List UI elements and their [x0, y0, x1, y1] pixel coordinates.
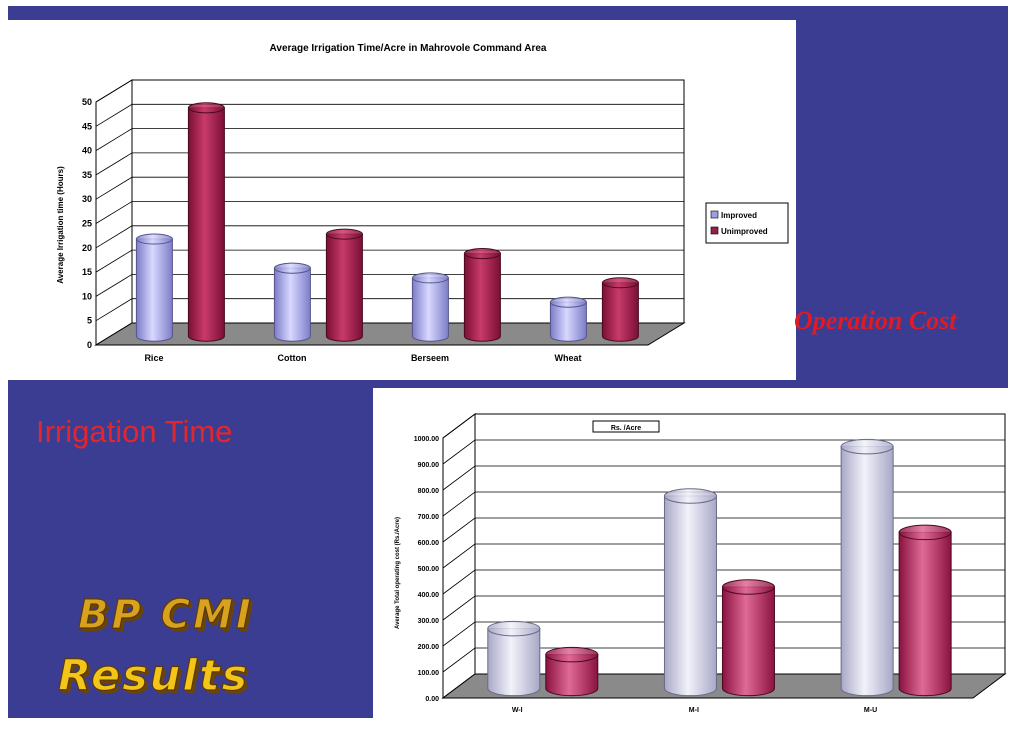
gridline	[95, 225, 684, 249]
bar	[898, 524, 952, 697]
y-tick-label: 20	[82, 243, 92, 253]
y-tick-label: 700.00	[418, 514, 440, 521]
y-tick-label: 30	[82, 194, 92, 204]
y-tick-label: 10	[82, 291, 92, 301]
gridline	[442, 647, 1005, 673]
bar	[463, 248, 501, 342]
category-label: M-U	[864, 707, 877, 714]
gridline	[442, 465, 1005, 491]
legend: Improved Unimproved	[705, 202, 789, 244]
bar	[663, 488, 717, 697]
category-label: Wheat	[554, 353, 581, 363]
bar	[545, 646, 599, 697]
y-tick-label: 400.00	[418, 592, 440, 599]
gridline	[95, 201, 684, 224]
legend: Rs. /Acre	[592, 420, 660, 433]
operation-cost-chart: 0.00 100.00 200.00 300.00 400.00 500.00 600.00…	[395, 413, 1007, 714]
gridline	[442, 543, 1005, 569]
y-tick-label: 1000.00	[414, 436, 439, 443]
y-tick-label: 25	[82, 219, 92, 229]
chart-title: Average Irrigation Time/Acre in Mahrovol…	[270, 43, 547, 54]
gridline	[95, 152, 684, 176]
bar	[601, 277, 639, 342]
y-tick-label: 50	[82, 97, 92, 107]
legend-box	[592, 420, 660, 433]
y-axis-label: Average Irrigation time (Hours)	[56, 166, 65, 284]
gridline	[442, 517, 1005, 543]
y-tick-label: 900.00	[418, 462, 440, 469]
gridline	[95, 176, 684, 200]
y-tick-label: 300.00	[418, 618, 440, 625]
category-label: Rice	[144, 353, 163, 363]
y-tick-label: 15	[82, 267, 92, 277]
y-tick-label: 5	[87, 316, 92, 326]
slide: 0 5 10 15 20 25 30 35 40 45 50 Rice Cotton Berseem Whe…	[8, 6, 1008, 718]
y-tick-label: 800.00	[418, 488, 440, 495]
bar	[487, 620, 541, 697]
y-tick-label: 200.00	[418, 644, 440, 651]
category-label: M-I	[689, 707, 699, 714]
y-tick-label: 45	[82, 121, 92, 131]
category-label: Cotton	[277, 353, 306, 363]
operation-cost-chart-panel: 0.00 100.00 200.00 300.00 400.00 500.00 600.00…	[373, 388, 1008, 718]
gridline	[442, 569, 1005, 595]
bar	[411, 272, 449, 342]
legend-swatch	[710, 210, 719, 219]
category-label: Berseem	[411, 353, 449, 363]
y-tick-label: 35	[82, 170, 92, 180]
bar	[187, 102, 225, 342]
gridline	[442, 621, 1005, 647]
y-axis-label: Average Total operating cost (Rs./Acre)	[395, 517, 401, 629]
results-heading-line1: BP CMI	[77, 591, 254, 638]
y-tick-label: 600.00	[418, 540, 440, 547]
results-heading-line2: Results	[57, 650, 250, 701]
y-tick-label: 0.00	[425, 696, 439, 703]
irrigation-time-chart-panel: 0 5 10 15 20 25 30 35 40 45 50 Rice Cotton Berseem Whe…	[8, 20, 796, 380]
gridline	[442, 595, 1005, 621]
gridline	[95, 128, 684, 151]
gridline	[95, 79, 684, 103]
category-label: W-I	[512, 707, 523, 714]
bar	[135, 233, 173, 342]
gridline	[95, 249, 684, 273]
irrigation-time-chart: 0 5 10 15 20 25 30 35 40 45 50 Rice Cotton Berseem Whe…	[56, 43, 789, 363]
legend-box	[705, 202, 789, 244]
bar	[325, 228, 363, 342]
irrigation-time-heading: Irrigation Time	[36, 414, 233, 449]
bar	[273, 262, 311, 342]
legend-swatch	[710, 226, 719, 235]
bar	[721, 579, 775, 697]
legend-label: Improved	[721, 211, 757, 220]
gridline	[442, 439, 1005, 465]
chart-floor	[94, 322, 686, 346]
y-tick-label: 0	[87, 340, 92, 350]
y-tick-label: 40	[82, 146, 92, 156]
legend-label: Rs. /Acre	[611, 425, 641, 432]
gridline	[95, 103, 684, 127]
operation-cost-heading: Operation Cost	[794, 306, 957, 335]
legend-label: Unimproved	[721, 227, 768, 236]
gridline	[442, 413, 1005, 439]
bar	[549, 296, 587, 342]
y-tick-label: 500.00	[418, 566, 440, 573]
gridline	[442, 491, 1005, 517]
y-tick-label: 100.00	[418, 670, 440, 677]
bar	[840, 438, 894, 697]
